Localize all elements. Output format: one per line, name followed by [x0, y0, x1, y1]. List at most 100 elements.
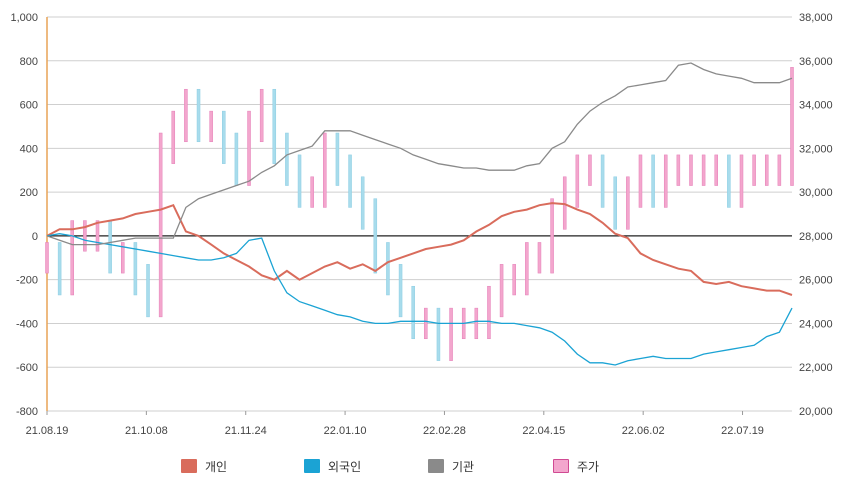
- legend-label: 기관: [452, 459, 475, 474]
- axis-layer: 1,000 38,000 800 36,000 600 34,000 400 32,000 20…: [10, 12, 832, 437]
- y-left-tick-label: 200: [20, 187, 38, 199]
- price-candle: [638, 154, 643, 208]
- legend-item-foreign[interactable]: 외국인: [304, 456, 361, 476]
- price-candle: [285, 132, 289, 186]
- price-candle: [259, 88, 264, 143]
- x-tick-label: 22.01.10: [324, 425, 367, 437]
- price-candle: [171, 110, 176, 164]
- legend-item-individual[interactable]: 개인: [181, 456, 227, 476]
- price-candle: [613, 176, 617, 230]
- y-left-tick-label: 400: [20, 143, 38, 155]
- price-candle: [184, 88, 188, 143]
- price-candle: [272, 88, 277, 164]
- y-left-tick-label: 600: [20, 100, 38, 112]
- price-candle: [626, 176, 630, 230]
- price-candle: [676, 154, 681, 186]
- legend-label: 주가: [577, 459, 600, 474]
- y-right-tick-label: 38,000: [799, 12, 833, 24]
- price-candle: [651, 154, 655, 208]
- price-candle: [209, 110, 213, 143]
- price-candle: [121, 242, 125, 274]
- y-right-tick-label: 32,000: [799, 143, 833, 155]
- price-candle: [487, 285, 491, 340]
- price-candle: [537, 242, 542, 274]
- price-candle: [714, 154, 718, 186]
- price-candle: [575, 154, 580, 208]
- series-line: [46, 202, 793, 296]
- price-candle: [158, 132, 163, 318]
- price-candle: [449, 307, 453, 361]
- price-candle: [600, 154, 605, 208]
- price-candle: [70, 220, 75, 296]
- y-right-tick-label: 28,000: [799, 231, 833, 243]
- price-candle: [310, 176, 314, 208]
- price-candle: [95, 220, 100, 252]
- y-right-tick-label: 22,000: [799, 362, 833, 374]
- price-candle: [790, 67, 794, 186]
- price-candle: [436, 307, 441, 361]
- y-left-tick-label: -400: [16, 318, 38, 330]
- series-line: [46, 62, 793, 246]
- price-candle: [398, 264, 403, 318]
- price-candle: [360, 176, 365, 230]
- price-candle: [297, 154, 302, 208]
- price-candle: [663, 154, 668, 208]
- legend-swatch-icon: [428, 459, 444, 473]
- legend-swatch-icon: [553, 459, 569, 473]
- price-candle: [234, 132, 239, 186]
- x-tick-label: 21.10.08: [125, 425, 168, 437]
- price-candle: [247, 110, 251, 186]
- price-candle: [348, 154, 352, 208]
- y-left-tick-label: 0: [32, 231, 38, 243]
- price-candle: [525, 242, 529, 296]
- price-candle: [83, 220, 87, 252]
- y-left-tick-label: -600: [16, 362, 38, 374]
- price-candle: [323, 132, 327, 208]
- price-candle: [196, 88, 201, 143]
- price-candle: [764, 154, 769, 186]
- legend-label: 외국인: [328, 459, 362, 474]
- price-candle: [689, 154, 693, 186]
- price-candle: [550, 198, 554, 274]
- series-line: [46, 233, 793, 366]
- price-candle: [108, 220, 112, 274]
- y-right-tick-label: 20,000: [799, 406, 833, 418]
- price-candle: [474, 307, 479, 340]
- y-right-tick-label: 34,000: [799, 100, 833, 112]
- price-candle: [752, 154, 756, 186]
- price-candle: [701, 154, 706, 186]
- x-tick-label: 22.04.15: [522, 425, 565, 437]
- price-candle: [146, 264, 150, 318]
- x-tick-label: 22.02.28: [423, 425, 466, 437]
- legend-item-institution[interactable]: 기관: [428, 456, 474, 476]
- chart-legend: 개인 외국인 기관 주가: [0, 456, 853, 478]
- y-left-tick-label: 1,000: [10, 12, 38, 24]
- y-left-tick-label: -200: [16, 275, 38, 287]
- y-right-tick-label: 26,000: [799, 275, 833, 287]
- price-candle: [411, 285, 415, 340]
- price-candle: [335, 132, 340, 186]
- price-candle: [222, 110, 226, 164]
- price-candle: [499, 264, 504, 318]
- y-right-tick-label: 36,000: [799, 56, 833, 68]
- price-candle: [777, 154, 782, 186]
- x-tick-label: 21.11.24: [225, 425, 267, 437]
- legend-swatch-icon: [304, 459, 320, 473]
- price-candle: [386, 242, 390, 296]
- y-left-tick-label: 800: [20, 56, 38, 68]
- price-candle: [727, 154, 731, 208]
- y-right-tick-label: 24,000: [799, 318, 833, 330]
- y-left-tick-label: -800: [16, 406, 38, 418]
- price-candle: [373, 198, 378, 274]
- legend-item-price[interactable]: 주가: [553, 456, 599, 476]
- series-layer: [45, 62, 794, 366]
- x-tick-label: 22.06.02: [622, 425, 665, 437]
- legend-label: 개인: [205, 459, 228, 474]
- grid-layer: [47, 16, 792, 412]
- price-candle: [57, 242, 62, 296]
- price-candle: [512, 264, 516, 296]
- x-tick-label: 22.07.19: [721, 425, 764, 437]
- price-candle: [739, 154, 744, 208]
